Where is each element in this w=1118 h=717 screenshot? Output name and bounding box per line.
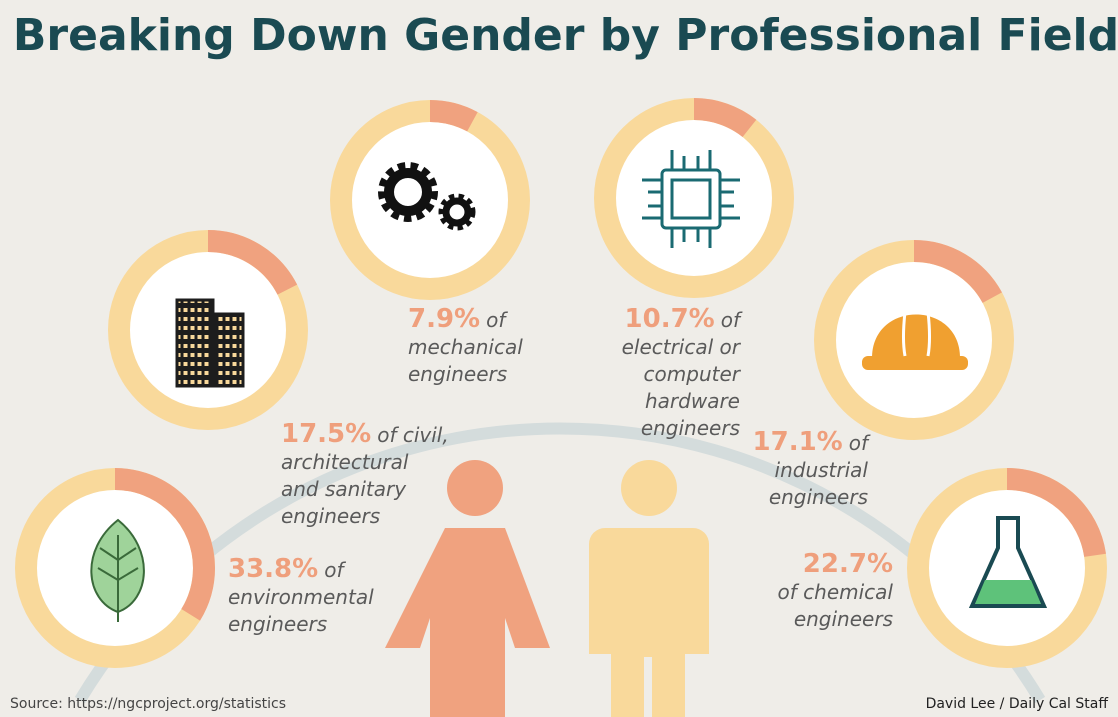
flask-icon — [968, 516, 1048, 608]
title: Breaking Down Gender by Professional Fie… — [13, 10, 1118, 61]
man-figure — [589, 460, 709, 717]
caption-line: and sanitary — [281, 477, 407, 501]
caption-line: engineers — [641, 416, 740, 440]
caption-line: of chemical — [778, 580, 894, 604]
caption-line: engineers — [769, 485, 868, 509]
caption-line: environmental — [228, 585, 374, 609]
caption-line: electrical or — [622, 335, 742, 359]
caption-text: of — [324, 558, 346, 582]
caption-line: 17.1% of — [753, 427, 871, 457]
caption-line: hardware — [645, 389, 740, 413]
donut-segment — [15, 468, 215, 668]
value-label: 33.8% — [228, 554, 318, 584]
caption-line: industrial — [775, 458, 869, 482]
caption-line: architectural — [281, 450, 409, 474]
gears-icon — [378, 162, 476, 231]
donut-segment — [814, 240, 1014, 440]
caption-line: engineers — [408, 362, 507, 386]
value-label: 7.9% — [408, 304, 480, 334]
caption-line: engineers — [794, 607, 893, 631]
caption-line: 17.5% of civil, — [281, 419, 449, 449]
donut-segment — [594, 98, 794, 298]
value-label: 22.7% — [803, 549, 893, 579]
value-label: 17.5% — [281, 419, 371, 449]
caption-line: engineers — [228, 612, 327, 636]
value-label: 17.1% — [753, 427, 843, 457]
credit: David Lee / Daily Cal Staff — [926, 696, 1109, 712]
caption-text: of civil, — [377, 423, 449, 447]
caption-line: mechanical — [408, 335, 523, 359]
donut-segment — [108, 230, 308, 430]
woman-figure — [385, 460, 550, 717]
caption-text: of — [486, 308, 508, 332]
hardhat-icon — [862, 311, 968, 370]
leaf-icon — [90, 518, 145, 622]
caption-text: of — [721, 308, 743, 332]
buildings-icon — [175, 298, 245, 388]
caption-line: 10.7% of — [625, 304, 743, 334]
caption-line: 33.8% of — [228, 554, 346, 584]
source: Source: https://ngcproject.org/statistic… — [10, 696, 286, 712]
caption-text: of — [849, 431, 871, 455]
caption-line: engineers — [281, 504, 380, 528]
value-label: 10.7% — [625, 304, 715, 334]
donut-segment — [907, 468, 1107, 668]
caption-line: 22.7% — [803, 549, 893, 579]
chip-icon — [642, 150, 740, 248]
donut-segment — [330, 100, 530, 300]
caption-line: computer — [644, 362, 742, 386]
caption-line: 7.9% of — [408, 304, 508, 334]
